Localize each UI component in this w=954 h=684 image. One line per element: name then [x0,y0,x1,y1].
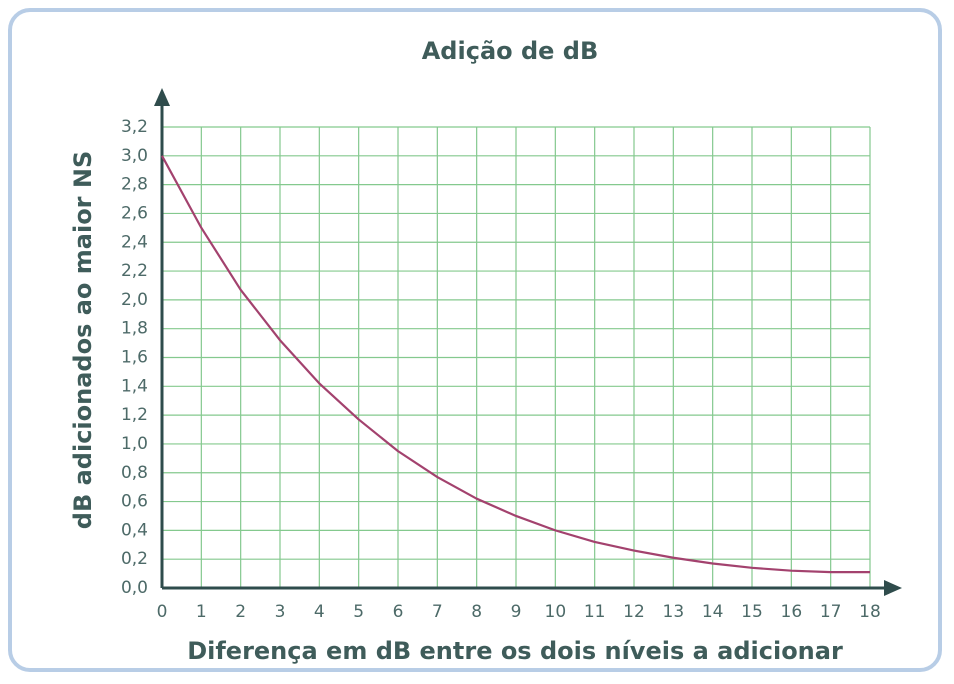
x-tick-label: 16 [781,602,803,622]
y-tick-label: 1,4 [121,376,148,396]
x-axis-arrow [884,580,902,596]
x-tick-label: 1 [196,602,207,622]
y-tick-label: 1,2 [121,405,148,425]
y-tick-label: 0,2 [121,549,148,569]
y-tick-label: 0,8 [121,463,148,483]
x-tick-label: 4 [314,602,325,622]
x-tick-label: 15 [741,602,763,622]
chart-title: Adição de dB [422,37,599,65]
y-axis-arrow [154,88,170,106]
y-tick-label: 2,6 [121,203,148,223]
y-tick-label: 2,2 [121,261,148,281]
y-tick-label: 1,6 [121,348,148,368]
x-tick-label: 11 [584,602,606,622]
y-tick-label: 1,8 [121,319,148,339]
data-line [161,155,870,574]
y-tick-label: 0,6 [121,492,148,512]
y-tick-label: 2,0 [121,290,148,310]
x-tick-label: 17 [820,602,842,622]
x-tick-label: 3 [275,602,286,622]
x-tick-label: 10 [545,602,567,622]
y-axis-label: dB adicionados ao maior NS [69,151,97,529]
y-tick-label: 2,8 [121,175,148,195]
y-tick-label: 2,4 [121,232,148,252]
x-tick-label: 12 [623,602,645,622]
x-tick-label: 14 [702,602,724,622]
x-tick-label: 6 [393,602,404,622]
x-tick-label: 0 [157,602,168,622]
y-tick-label: 1,0 [121,434,148,454]
x-axis-label: Diferença em dB entre os dois níveis a a… [187,637,843,665]
x-tick-label: 9 [511,602,522,622]
x-tick-label: 13 [663,602,685,622]
y-tick-label: 0,0 [121,578,148,598]
frame [8,8,942,672]
x-tick-label: 5 [353,602,364,622]
y-tick-label: 0,4 [121,520,148,540]
y-tick-label: 3,2 [121,117,148,137]
x-tick-label: 8 [471,602,482,622]
y-tick-label: 3,0 [121,146,148,166]
x-tick-label: 2 [235,602,246,622]
x-tick-label: 7 [432,602,443,622]
x-tick-label: 18 [859,602,881,622]
